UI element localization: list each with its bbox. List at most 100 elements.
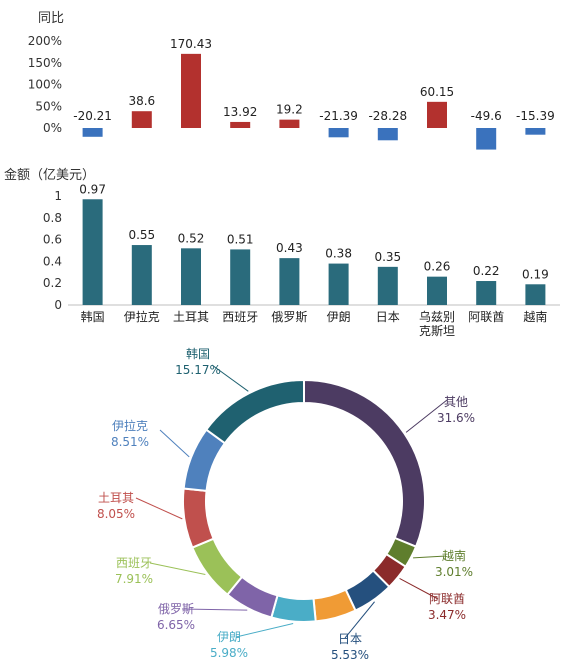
category-label: 西班牙 [222, 310, 258, 324]
amount-y-tick: 0.4 [43, 254, 62, 268]
donut-slice-name: 越南 [442, 548, 466, 563]
donut-slice [204, 378, 305, 445]
yoy-bar [328, 128, 349, 138]
donut-leader-line [413, 555, 447, 559]
amount-y-tick: 1 [54, 189, 62, 203]
yoy-data-label: 19.2 [276, 103, 303, 117]
yoy-y-tick: 0% [43, 121, 62, 135]
donut-slice-name: 日本 [338, 632, 362, 646]
donut-slice [270, 594, 317, 623]
donut-slice [182, 487, 215, 549]
amount-bar [181, 248, 201, 305]
yoy-bar [82, 128, 103, 137]
category-label: 韩国 [81, 309, 105, 324]
amount-data-label: 0.19 [522, 267, 549, 281]
amount-bar [427, 276, 447, 305]
yoy-y-tick: 50% [35, 99, 62, 113]
donut-slice-percent: 3.01% [435, 565, 473, 579]
amount-bar [525, 284, 546, 305]
donut-slice-percent: 3.47% [428, 608, 466, 622]
donut-slice-percent: 7.91% [115, 572, 153, 586]
category-label: 伊朗 [327, 310, 351, 324]
donut-slice-name: 伊朗 [217, 630, 241, 644]
donut-slice [303, 378, 426, 548]
yoy-data-label: 60.15 [420, 85, 454, 99]
yoy-bar [525, 128, 546, 135]
donut-slice-name: 伊拉克 [112, 418, 148, 433]
amount-data-label: 0.38 [325, 247, 352, 261]
donut-slice-name: 其他 [444, 395, 468, 409]
donut-slice-percent: 5.53% [331, 648, 369, 662]
donut-leader-line [344, 601, 375, 639]
amount-bar-chart: 金额（亿美元） 1 0.8 0.6 0.4 0.2 0 0.97 韩国 0.55 伊拉克 0.52 土耳… [4, 167, 560, 338]
amount-data-label: 0.35 [374, 250, 401, 264]
amount-bar [230, 249, 251, 305]
category-label: 越南 [523, 309, 547, 324]
amount-bar [328, 263, 349, 305]
donut-slice-percent: 8.51% [111, 435, 149, 449]
amount-bar [279, 258, 300, 305]
yoy-bar [279, 119, 300, 128]
donut-slice-name: 土耳其 [98, 491, 134, 505]
yoy-data-label: 38.6 [128, 94, 155, 108]
category-label: 阿联酋 [468, 309, 504, 324]
donut-slice-percent: 8.05% [97, 507, 135, 521]
donut-slice-percent: 5.98% [210, 646, 248, 660]
amount-bar [476, 281, 497, 305]
amount-data-label: 0.43 [276, 241, 303, 255]
category-label: 伊拉克 [124, 309, 160, 324]
yoy-axis-title: 同比 [38, 11, 64, 26]
yoy-data-label: -15.39 [516, 109, 555, 123]
amount-bar [82, 199, 103, 305]
donut-leader-line [181, 608, 248, 611]
category-label: 俄罗斯 [271, 310, 307, 324]
donut-slice-name: 阿联酋 [429, 591, 465, 606]
donut-slice [191, 537, 244, 597]
yoy-bar-chart: 同比 200% 150% 100% 50% 0% -20.21 38.6 170.43 13.92… [28, 11, 555, 150]
donut-leader-line [405, 399, 448, 433]
amount-axis-title: 金额（亿美元） [4, 167, 95, 183]
amount-data-label: 0.52 [178, 231, 205, 245]
yoy-bar [131, 111, 152, 128]
yoy-y-tick: 100% [28, 78, 62, 92]
amount-y-tick: 0.2 [43, 276, 62, 290]
donut-slice-name: 韩国 [186, 346, 210, 361]
donut-slice-percent: 31.6% [437, 411, 475, 425]
yoy-bar [377, 128, 398, 141]
amount-y-tick: 0.8 [43, 211, 62, 225]
donut-slice-percent: 15.17% [175, 363, 221, 377]
yoy-data-label: 13.92 [223, 105, 257, 119]
yoy-y-tick: 200% [28, 34, 62, 48]
yoy-data-label: -21.39 [319, 109, 358, 123]
yoy-bar [230, 121, 251, 128]
yoy-y-tick: 150% [28, 56, 62, 70]
category-label: 土耳其 [173, 310, 209, 324]
yoy-bar [476, 128, 497, 150]
yoy-data-label: -49.6 [471, 109, 502, 123]
donut-leader-line [211, 364, 249, 392]
amount-y-tick: 0.6 [43, 233, 62, 247]
donut-slice-percent: 6.65% [157, 618, 195, 632]
donut-leader-line [159, 429, 190, 458]
amount-data-label: 0.97 [79, 182, 106, 196]
yoy-data-label: 170.43 [170, 37, 212, 51]
amount-data-label: 0.26 [424, 260, 451, 274]
donut-leader-line [135, 497, 183, 520]
yoy-data-label: -20.21 [73, 109, 112, 123]
amount-bar [377, 266, 398, 305]
donut-leader-line [235, 623, 294, 638]
category-label: 乌兹别 [419, 309, 455, 324]
donut-leader-line [399, 578, 439, 600]
amount-y-tick: 0 [54, 298, 62, 312]
donut-slice-name: 俄罗斯 [158, 602, 194, 616]
donut-slice-name: 西班牙 [116, 556, 152, 570]
category-label: 日本 [376, 310, 400, 324]
yoy-bar [181, 53, 201, 129]
donut-leader-line [149, 562, 206, 575]
amount-bar [131, 245, 152, 305]
category-label: 克斯坦 [419, 324, 455, 338]
yoy-bar [427, 101, 447, 128]
share-donut-chart: 其他 31.6% 越南 3.01% 阿联酋 3.47% 日本 5.53% 伊朗 5.98% 俄罗斯 6… [97, 346, 475, 662]
amount-data-label: 0.22 [473, 264, 500, 278]
